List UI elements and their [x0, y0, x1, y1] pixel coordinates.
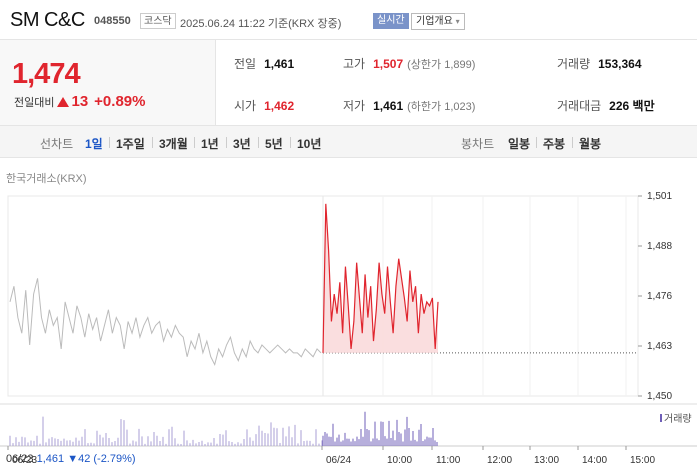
chevron-down-icon: ▾ [455, 17, 460, 26]
period-1d[interactable]: 1일 [85, 137, 103, 151]
price-change: 전일대비 13 +0.89% [14, 93, 145, 110]
header: SM C&C 048550 코스닥 2025.06.24 11:22 기준(KR… [0, 0, 697, 40]
period-5y[interactable]: 5년 [265, 137, 283, 151]
change-label: 전일대비 [14, 97, 55, 109]
candle-monthly[interactable]: 월봉 [579, 137, 602, 151]
open-value: 1,462 [264, 99, 295, 113]
volume-legend: 거래량 [660, 410, 692, 425]
low-cell: 저가 1,461 (하한가 1,023) [343, 97, 475, 114]
up-triangle-icon [57, 97, 70, 107]
footer-summary: 06/23 1,461 ▼42 (-2.79%) [6, 453, 136, 465]
x-tick-label: 12:00 [487, 455, 512, 466]
period-1w[interactable]: 1주일 [116, 137, 145, 151]
amount-value: 226 백만 [609, 99, 655, 113]
today-line [322, 203, 439, 353]
amount-label: 거래대금 [557, 99, 602, 113]
exchange-label: 한국거래소(KRX) [6, 173, 87, 185]
period-toolbar: 선차트 1일 1주일 3개월 1년 3년 5년 10년 봉차트 일봉 주봉 월봉 [0, 126, 697, 158]
high-label: 고가 [343, 57, 366, 71]
period-3m[interactable]: 3개월 [159, 137, 188, 151]
volume-cell: 거래량 153,364 [557, 55, 642, 72]
candle-chart-label: 봉차트 [461, 137, 495, 151]
x-tick-label: 13:00 [534, 455, 559, 466]
divider [109, 137, 110, 148]
company-overview-button[interactable]: 기업개요 ▾ [411, 13, 465, 30]
footer-date: 06/23 [6, 453, 34, 465]
y-tick-label: 1,450 [647, 391, 672, 402]
high-value: 1,507 [373, 57, 404, 71]
price-info-table: 전일 1,461 고가 1,507 (상한가 1,899) 거래량 153,364 시가… [216, 40, 697, 126]
y-tick-label: 1,501 [647, 191, 672, 202]
divider [258, 137, 259, 148]
volume-value: 153,364 [598, 57, 642, 71]
divider [226, 137, 227, 148]
stock-code: 048550 [94, 15, 131, 27]
current-price: 1,474 [12, 58, 81, 90]
x-tick-label: 06/24 [326, 455, 351, 466]
market-badge: 코스닥 [140, 13, 176, 29]
x-tick-label: 11:00 [436, 455, 461, 466]
y-tick-label: 1,476 [647, 291, 672, 302]
prev-close-cell: 전일 1,461 [234, 55, 294, 72]
x-tick-label: 15:00 [630, 455, 655, 466]
low-value: 1,461 [373, 99, 404, 113]
divider [572, 137, 573, 148]
volume-label: 거래량 [557, 57, 591, 71]
lower-limit: (하한가 1,023) [407, 101, 476, 113]
open-cell: 시가 1,462 [234, 97, 294, 114]
legend-label: 거래량 [664, 414, 692, 425]
price-box [0, 40, 216, 126]
candle-weekly[interactable]: 주봉 [543, 137, 566, 151]
prev-day-line [9, 278, 322, 367]
divider [290, 137, 291, 148]
y-tick-label: 1,463 [647, 341, 672, 352]
low-label: 저가 [343, 99, 366, 113]
candle-daily[interactable]: 일봉 [508, 137, 531, 151]
period-10y[interactable]: 10년 [297, 137, 322, 151]
divider [536, 137, 537, 148]
legend-swatch [660, 414, 662, 422]
stock-name: SM C&C [10, 9, 85, 31]
divider [152, 137, 153, 148]
realtime-button[interactable]: 실시간 [373, 13, 409, 29]
footer-change: ▼42 (-2.79%) [67, 453, 136, 465]
footer-price: 1,461 [36, 453, 65, 465]
open-label: 시가 [234, 99, 257, 113]
upper-limit: (상한가 1,899) [407, 59, 476, 71]
high-cell: 고가 1,507 (상한가 1,899) [343, 55, 475, 72]
x-tick-label: 10:00 [387, 455, 412, 466]
change-percent: +0.89% [94, 93, 146, 110]
x-tick-label: 14:00 [582, 455, 607, 466]
change-value: 13 [71, 93, 89, 110]
company-overview-label: 기업개요 [416, 16, 453, 27]
line-chart-label: 선차트 [40, 137, 74, 151]
prev-close-label: 전일 [234, 57, 257, 71]
x-tick-label: 06/23 [12, 455, 37, 466]
period-3y[interactable]: 3년 [233, 137, 251, 151]
amount-cell: 거래대금 226 백만 [557, 97, 655, 114]
y-tick-label: 1,488 [647, 241, 672, 252]
period-1y[interactable]: 1년 [201, 137, 219, 151]
prev-close-value: 1,461 [264, 57, 295, 71]
timestamp: 2025.06.24 11:22 기준(KRX 장중) [180, 18, 342, 30]
divider [194, 137, 195, 148]
